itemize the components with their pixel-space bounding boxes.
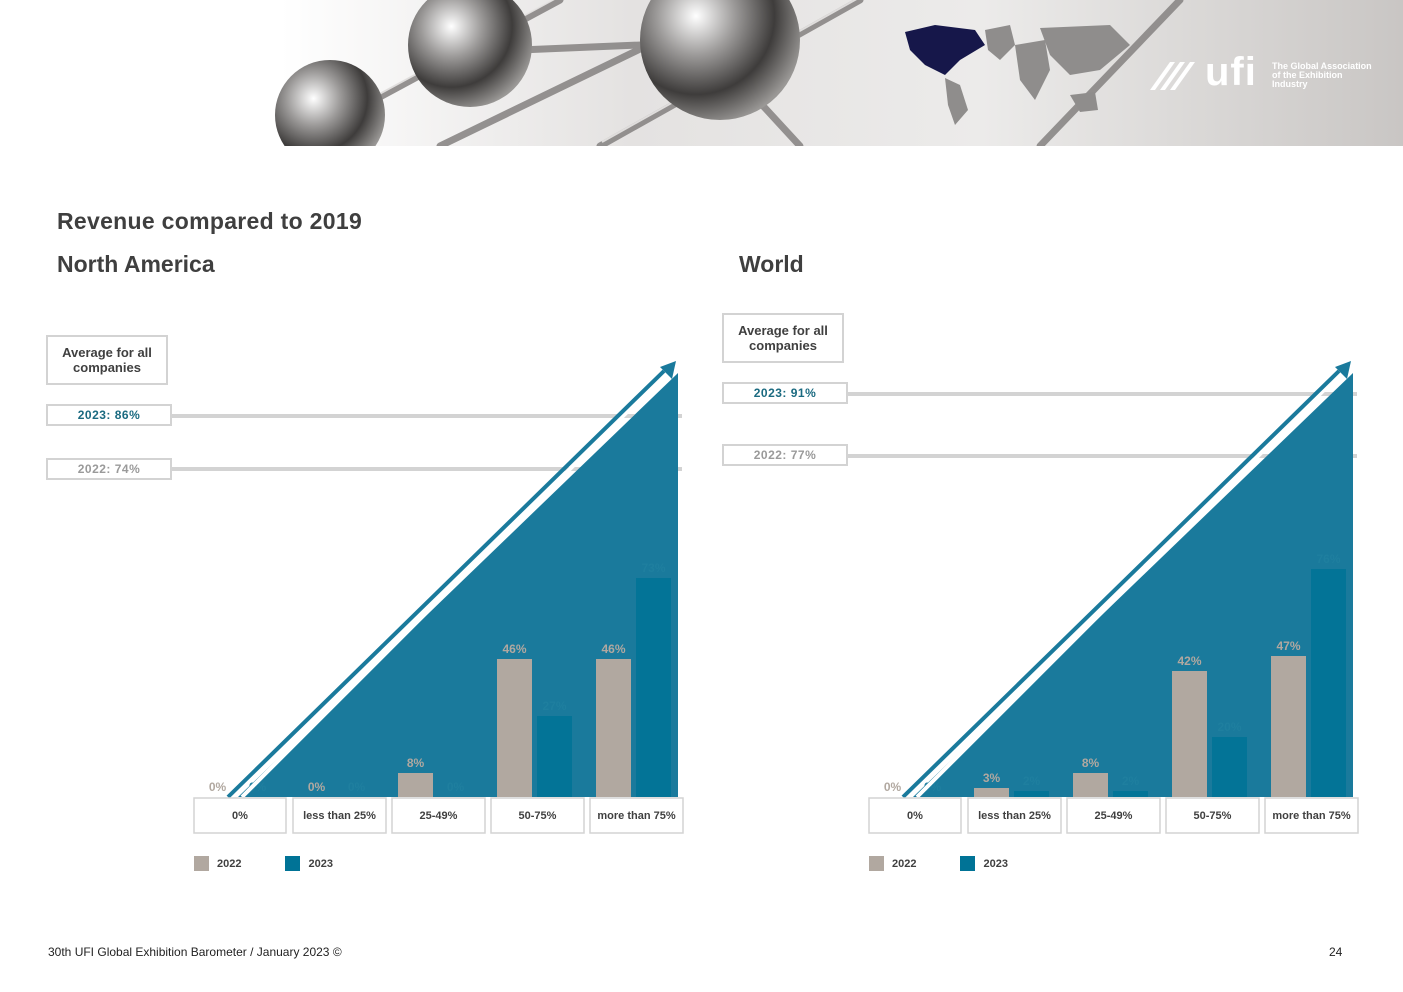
trend-arrow-line xyxy=(240,367,672,799)
category-box-0 xyxy=(868,797,962,834)
bar-2022-2 xyxy=(398,773,433,797)
data-label-2022-4: 46% xyxy=(601,642,625,656)
bar-2023-4 xyxy=(636,578,671,797)
legend-label-2023: 2023 xyxy=(308,857,333,870)
category-label-4: more than 75% xyxy=(597,810,675,822)
world-2022-average: 2022: 77% xyxy=(722,444,848,466)
data-label-2022-2: 8% xyxy=(1082,756,1100,770)
category-box-4 xyxy=(1264,797,1359,834)
category-label-3: 50-75% xyxy=(519,810,557,822)
ufi-logo-tagline: The Global Association of the Exhibition… xyxy=(1272,61,1372,89)
legend-swatch-2022 xyxy=(869,856,884,871)
category-box-3 xyxy=(490,797,585,834)
bar-2023-3 xyxy=(537,716,572,797)
north-america-title: North America xyxy=(57,251,215,277)
trend-arrow-head xyxy=(1335,361,1351,379)
data-label-2023-3: 27% xyxy=(542,699,566,713)
north-america-average-box: Average for all companies xyxy=(46,335,168,385)
data-label-2023-2: 0% xyxy=(447,780,465,794)
legend-item-2023: 2023 xyxy=(960,856,1008,871)
data-label-2023-1: 0% xyxy=(348,780,366,794)
north-america-2022-avg-line xyxy=(170,467,682,471)
trend-arrow-outline xyxy=(901,369,1341,799)
category-box-0 xyxy=(193,797,287,834)
bar-2023-3 xyxy=(1212,737,1247,797)
bar-2022-1 xyxy=(974,788,1009,797)
bar-2023-2 xyxy=(1113,791,1148,797)
legend-swatch-2023 xyxy=(285,856,301,871)
bar-2023-1 xyxy=(1014,791,1049,797)
bar-2022-3 xyxy=(1172,671,1207,797)
category-box-4 xyxy=(589,797,684,834)
category-label-1: less than 25% xyxy=(303,810,376,822)
data-label-2023-1: 2% xyxy=(1023,774,1041,788)
data-label-2022-3: 46% xyxy=(502,642,526,656)
header-banner xyxy=(0,0,1403,146)
bar-2023-4 xyxy=(1311,569,1346,797)
world-chart: 0% 0%3% 2%8%2%42%20%47%76%0% less than 25% 2… xyxy=(868,361,1359,834)
trend-arrow-head xyxy=(660,361,676,379)
data-label-2022-1: 3% xyxy=(983,771,1001,785)
world-average-box: Average for all companies xyxy=(722,313,844,363)
bar-2022-4 xyxy=(596,659,631,797)
trend-arrow-line xyxy=(915,367,1347,799)
bar-2022-4 xyxy=(1271,656,1306,797)
data-label-2022-0: 0% xyxy=(209,780,227,794)
legend-label-2022: 2022 xyxy=(892,857,917,870)
bar-2022-2 xyxy=(1073,773,1108,797)
data-label-2023-2: 2% xyxy=(1122,774,1140,788)
page-title: Revenue compared to 2019 xyxy=(57,208,363,234)
world-2022-avg-line xyxy=(846,454,1357,458)
category-label-3: 50-75% xyxy=(1194,810,1232,822)
category-box-1 xyxy=(292,797,387,834)
category-label-1: less than 25% xyxy=(978,810,1051,822)
legend-swatch-2022 xyxy=(194,856,209,871)
world-title: World xyxy=(739,251,804,277)
data-label-2023-3: 20% xyxy=(1217,720,1241,734)
data-label-2022-0: 0% xyxy=(884,780,902,794)
data-label-2022-4: 47% xyxy=(1276,639,1300,653)
legend-swatch-2023 xyxy=(960,856,976,871)
data-label-2022-2: 8% xyxy=(407,756,425,770)
category-label-2: 25-49% xyxy=(1095,810,1133,822)
category-box-2 xyxy=(1066,797,1161,834)
trend-arrow-outline xyxy=(226,369,666,799)
data-label-2023-4: 76% xyxy=(1316,552,1340,566)
page-number: 24 xyxy=(1329,945,1343,959)
north-america-2023-avg-line xyxy=(170,414,682,418)
bar-2022-3 xyxy=(497,659,532,797)
category-box-2 xyxy=(391,797,486,834)
category-label-0: 0% xyxy=(232,810,248,822)
north-america-legend: 2022 2023 xyxy=(194,856,377,871)
footer-text: 30th UFI Global Exhibition Barometer / J… xyxy=(48,945,342,959)
world-2023-avg-line xyxy=(846,392,1357,396)
category-box-1 xyxy=(967,797,1062,834)
category-box-3 xyxy=(1165,797,1260,834)
category-label-2: 25-49% xyxy=(420,810,458,822)
legend-label-2023: 2023 xyxy=(983,857,1008,870)
legend-item-2023: 2023 xyxy=(285,856,333,871)
world-2023-average: 2023: 91% xyxy=(722,382,848,404)
data-label-2023-4: 73% xyxy=(641,561,665,575)
legend-item-2022: 2022 xyxy=(194,856,241,871)
north-america-2023-average: 2023: 86% xyxy=(46,404,172,426)
ufi-logo: ufi xyxy=(1205,50,1257,94)
north-america-chart: 0% 0% 0% 0%8%0%46%27%46%73%0% less than 25% 2… xyxy=(193,361,684,834)
category-label-0: 0% xyxy=(907,810,923,822)
legend-label-2022: 2022 xyxy=(217,857,242,870)
north-america-2022-average: 2022: 74% xyxy=(46,458,172,480)
data-label-2022-1: 0% xyxy=(308,780,326,794)
category-label-4: more than 75% xyxy=(1272,810,1350,822)
world-legend: 2022 2023 xyxy=(869,856,1052,871)
data-label-2022-3: 42% xyxy=(1177,654,1201,668)
legend-item-2022: 2022 xyxy=(869,856,916,871)
